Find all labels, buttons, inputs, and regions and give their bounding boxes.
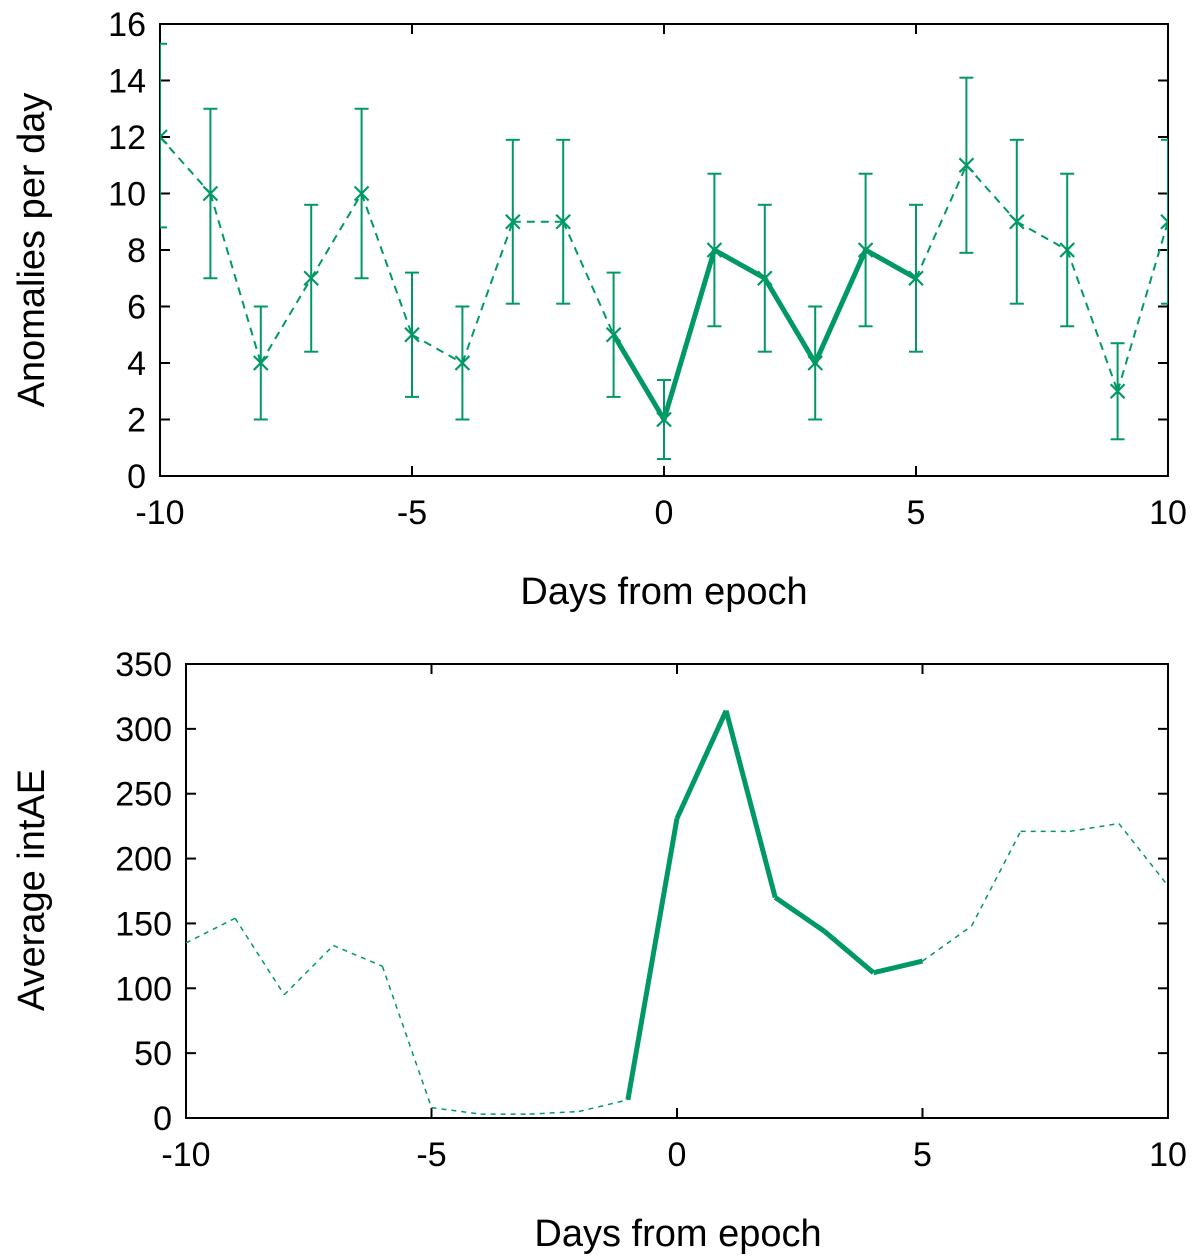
anomalies-x-tick-label: 5 (907, 494, 926, 532)
anomalies-data-point (404, 326, 420, 343)
intae-x-axis-title: Days from epoch (534, 1213, 821, 1255)
anomalies-data-point (857, 242, 874, 258)
anomalies-y-tick-label: 4 (127, 345, 146, 383)
anomalies-error-bar (160, 42, 167, 229)
intae-y-tick-label: 50 (134, 1035, 172, 1073)
anomalies-line-segment (461, 221, 514, 364)
intae-series (186, 709, 1168, 1115)
anomalies-line-segment (1066, 249, 1119, 392)
anomalies-line-segment (209, 193, 262, 364)
anomalies-y-tick-label: 6 (127, 289, 146, 327)
anomalies-data-point (958, 157, 975, 174)
anomalies-line-segment (160, 136, 212, 195)
anomalies-line-segment (1016, 220, 1068, 251)
intae-line-segment (1069, 822, 1120, 833)
intae-x-tick-label: -5 (416, 1136, 446, 1174)
intae-panel: Average intAE Days from epoch -10 -5 0 5 100… (11, 646, 1187, 1255)
intae-line-segment (333, 944, 383, 967)
anomalies-y-tick-label: 0 (127, 458, 146, 496)
anomalies-data-point (757, 270, 773, 287)
anomalies-data-point (807, 355, 823, 371)
intae-line-segment-highlight (822, 929, 876, 975)
intae-line-segment (922, 925, 973, 962)
intae-x-tick-label: 5 (913, 1136, 932, 1174)
anomalies-y-tick-label: 16 (108, 6, 146, 44)
intae-y-tick-label: 350 (115, 646, 172, 684)
intae-line-segment (234, 917, 285, 996)
anomalies-y-tick-label: 8 (127, 232, 146, 270)
anomalies-data-point (253, 355, 269, 371)
intae-line-segment (186, 917, 236, 944)
anomalies-data-point (656, 411, 672, 428)
anomalies-data-point (706, 242, 723, 258)
intae-line-segment (578, 1099, 629, 1113)
anomalies-line-segment (310, 192, 363, 279)
intae-line-segment (1118, 823, 1168, 887)
anomalies-data-point (1059, 242, 1075, 258)
intae-x-tick-label: 0 (668, 1136, 687, 1174)
intae-line-segment (970, 830, 1022, 927)
anomalies-line-segment (915, 164, 968, 279)
intae-line-segment-highlight (625, 817, 680, 1101)
anomalies-y-tick-label: 10 (108, 176, 146, 214)
intae-plot-frame (185, 663, 1169, 1119)
anomalies-data-point (1009, 213, 1025, 230)
anomalies-line-segment-highlight (762, 276, 818, 365)
anomalies-line-segment-highlight (713, 247, 767, 281)
intae-y-tick-label: 200 (115, 841, 172, 879)
anomalies-data-point (605, 326, 622, 343)
anomalies-data-point (202, 185, 219, 202)
anomalies-line-segment (411, 333, 463, 364)
anomalies-panel: Anomalies per day Days from epoch -10 -5 0… (11, 6, 1187, 613)
anomalies-y-axis-title: Anomalies per day (11, 93, 53, 408)
intae-x-tick-label: 10 (1149, 1136, 1187, 1174)
intae-y-tick-label: 300 (115, 711, 172, 749)
anomalies-x-tick-label: 10 (1149, 494, 1187, 532)
anomalies-line-segment (259, 277, 313, 364)
anomalies-data-point (1109, 383, 1126, 400)
intae-y-tick-label: 100 (115, 970, 172, 1008)
anomalies-data-point (454, 355, 471, 371)
intae-y-tick-label: 250 (115, 776, 172, 814)
anomalies-data-point (555, 213, 571, 230)
intae-line-segment (283, 944, 334, 996)
anomalies-data-point (908, 270, 924, 287)
anomalies-x-tick-label: -5 (397, 494, 427, 532)
intae-y-tick-label: 150 (115, 905, 172, 943)
anomalies-line-segment-highlight (864, 247, 918, 281)
anomalies-line-segment-highlight (812, 248, 868, 365)
intae-x-tick-label: -10 (161, 1136, 210, 1174)
anomalies-x-tick-label: -10 (135, 494, 184, 532)
intae-line-segment (431, 1106, 481, 1115)
anomalies-series (160, 42, 1168, 461)
anomalies-line-segment (1116, 221, 1168, 392)
anomalies-data-point (505, 213, 521, 230)
anomalies-data-point (160, 129, 168, 145)
anomalies-y-tick-label: 14 (108, 63, 146, 101)
intae-line-segment (529, 1110, 579, 1115)
intae-y-axis-title: Average intAE (11, 769, 53, 1011)
anomalies-x-tick-label: 0 (655, 494, 674, 532)
anomalies-data-point (353, 185, 370, 202)
intae-y-tick-label: 0 (153, 1100, 172, 1138)
intae-line-segment-highlight (674, 709, 729, 820)
anomalies-error-bar (1161, 138, 1168, 305)
anomalies-y-tick-label: 2 (127, 402, 146, 440)
anomalies-data-point (303, 270, 319, 287)
anomalies-line-segment-highlight (611, 333, 667, 421)
intae-line-segment-highlight (773, 895, 826, 934)
anomalies-data-point (1160, 213, 1168, 230)
anomalies-line-segment-highlight (661, 249, 717, 421)
intae-line-segment (381, 965, 433, 1108)
anomalies-y-tick-label: 12 (108, 119, 146, 157)
anomalies-line-segment (360, 193, 413, 336)
anomalies-line-segment (562, 221, 615, 336)
anomalies-line-segment (965, 164, 1018, 223)
intae-line-segment-highlight (723, 710, 778, 899)
intae-line-segment-highlight (872, 958, 924, 976)
anomalies-x-axis-title: Days from epoch (520, 571, 807, 613)
